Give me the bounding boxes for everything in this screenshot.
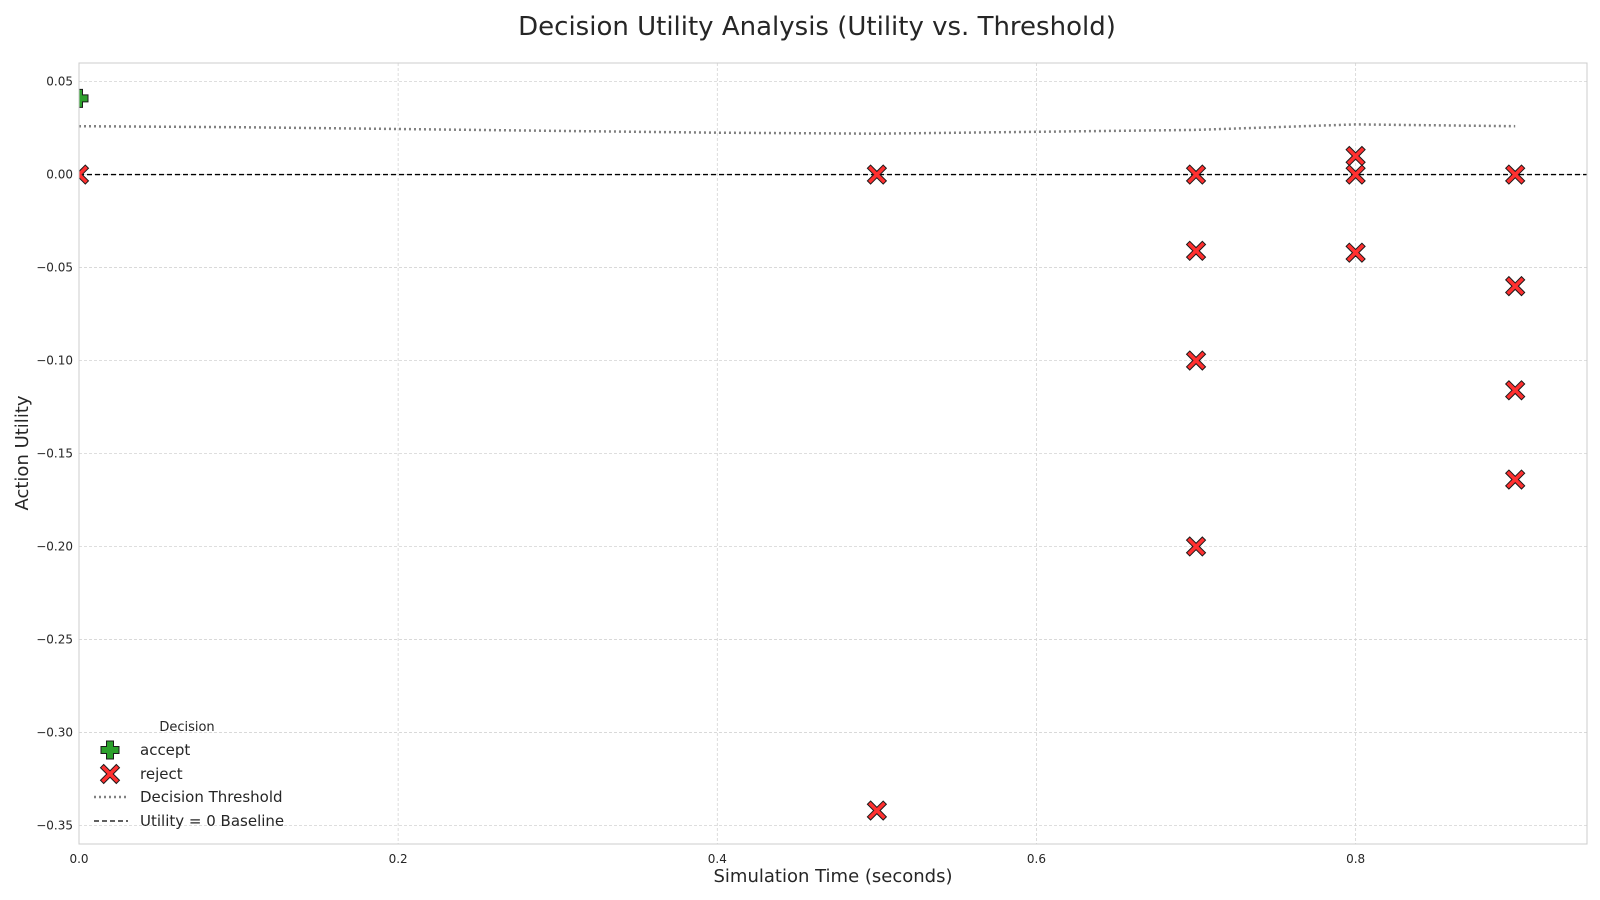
reject-point: [1504, 164, 1526, 185]
series-lines: [79, 123, 1587, 176]
reject-point: [1504, 275, 1526, 297]
y-axis-label: Action Utility: [12, 395, 33, 510]
legend-label-baseline: Utility = 0 Baseline: [140, 812, 284, 830]
plot-frame: [78, 62, 1588, 845]
legend-accept-icon: [100, 740, 120, 760]
y-tick-label: −0.30: [36, 725, 73, 739]
chart-title: Decision Utility Analysis (Utility vs. T…: [518, 12, 1116, 42]
x-tick-label: 0.0: [69, 852, 88, 866]
y-tick-label: −0.05: [36, 261, 73, 275]
reject-point: [1185, 536, 1207, 557]
threshold-line: [79, 123, 1516, 135]
reject-point: [866, 164, 888, 185]
legend: Decision accept reject Decision Threshol…: [94, 720, 284, 830]
x-tick-labels: 0.0 0.2 0.4 0.6 0.8: [69, 852, 1365, 866]
reject-point: [1504, 380, 1526, 401]
reject-point: [1345, 242, 1366, 263]
y-tick-label: −0.20: [36, 539, 73, 553]
reject-point: [1185, 240, 1207, 262]
reject-point: [1185, 350, 1207, 371]
legend-accept-marker: [100, 740, 120, 760]
y-tick-label: −0.15: [36, 447, 73, 461]
legend-label-accept: accept: [140, 741, 190, 759]
y-tick-label: −0.35: [36, 818, 73, 832]
x-tick-label: 0.8: [1346, 852, 1365, 866]
data-points: [79, 88, 1526, 821]
x-axis-label: Simulation Time (seconds): [714, 866, 953, 887]
legend-reject-icon: [99, 763, 121, 785]
x-tick-label: 0.6: [1027, 852, 1046, 866]
y-tick-label: 0.00: [46, 168, 73, 182]
y-tick-label: −0.10: [36, 354, 73, 368]
reject-point: [1185, 164, 1207, 185]
legend-title: Decision: [159, 720, 214, 735]
accept-point: [79, 88, 89, 108]
y-tick-labels: 0.05 0.00 −0.05 −0.10 −0.15 −0.20 −0.25 −0.30 −0…: [36, 75, 73, 833]
reject-point: [79, 164, 90, 185]
legend-reject-marker: [99, 763, 121, 785]
x-tick-label: 0.4: [708, 852, 727, 866]
reject-point: [866, 800, 888, 821]
legend-label-threshold: Decision Threshold: [140, 788, 283, 806]
y-tick-label: −0.25: [36, 632, 73, 646]
reject-point: [1345, 164, 1366, 185]
y-tick-label: 0.05: [46, 75, 73, 89]
legend-label-reject: reject: [140, 765, 183, 783]
x-tick-label: 0.2: [389, 852, 408, 866]
reject-point: [1504, 469, 1526, 490]
